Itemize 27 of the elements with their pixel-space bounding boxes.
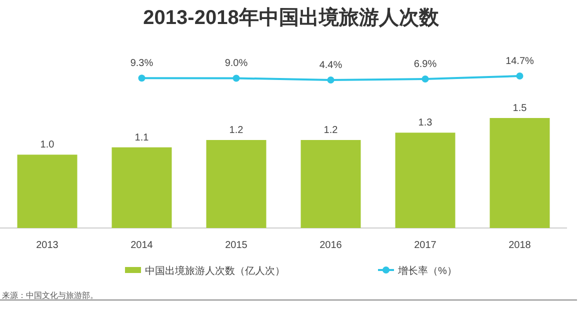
- x-tick-label: 2016: [320, 240, 342, 251]
- data-label: 14.7%: [506, 56, 534, 67]
- data-label: 4.4%: [319, 60, 342, 71]
- data-label: 1.5: [512, 103, 528, 114]
- bar: [490, 118, 550, 228]
- data-label: 9.3%: [130, 58, 154, 70]
- x-tick-label: 2014: [130, 240, 154, 251]
- data-label: 1.0: [40, 140, 55, 151]
- legend-label: 中国出境旅游人次数（亿人次）: [145, 265, 285, 277]
- bar: [395, 132, 456, 228]
- data-label: 1.1: [134, 132, 150, 144]
- data-label: 1.2: [324, 125, 338, 136]
- data-label: 1.3: [418, 118, 433, 129]
- x-tick-label: 2013: [36, 240, 59, 251]
- source-note: 来源：中国文化与旅游部。: [2, 291, 98, 300]
- bar: [17, 154, 78, 228]
- bar: [206, 140, 266, 228]
- chart-title: 2013-2018年中国出境旅游人次数: [143, 6, 440, 29]
- data-label: 6.9%: [414, 59, 437, 70]
- x-tick-label: 2018: [508, 240, 532, 251]
- x-tick-label: 2015: [225, 240, 248, 251]
- x-tick-label: 2017: [414, 240, 437, 251]
- data-label: 1.2: [229, 125, 244, 136]
- data-label: 9.0%: [224, 58, 248, 70]
- legend-label: 增长率（%）: [397, 265, 457, 277]
- bar: [300, 140, 361, 228]
- bar: [112, 147, 172, 228]
